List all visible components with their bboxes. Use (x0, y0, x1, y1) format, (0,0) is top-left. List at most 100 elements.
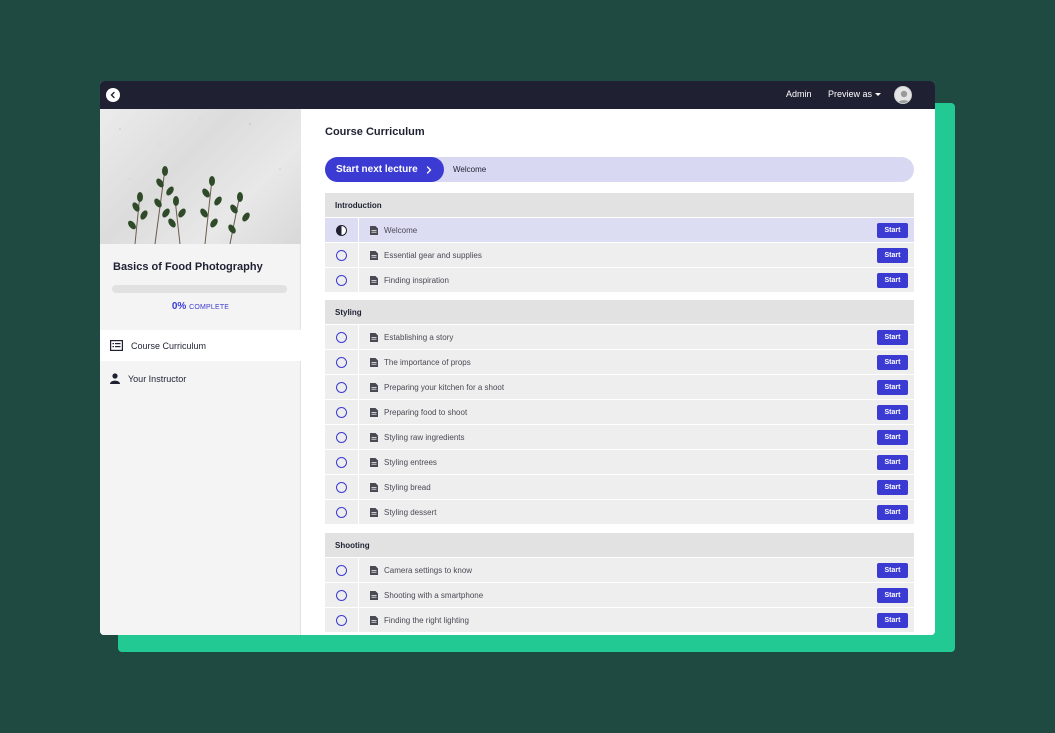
lecture-title: Styling entrees (384, 457, 437, 467)
lecture-title: Camera settings to know (384, 565, 473, 575)
lecture-status (325, 217, 359, 243)
lecture-status (325, 399, 359, 425)
start-lecture-button[interactable]: Start (877, 355, 908, 370)
progress-label: 0% COMPLETE (100, 301, 301, 312)
document-icon (370, 275, 378, 285)
start-lecture-button[interactable]: Start (877, 505, 908, 520)
document-icon (370, 590, 378, 600)
back-button[interactable] (106, 88, 120, 102)
lecture-status (325, 424, 359, 450)
half-circle-icon (336, 224, 347, 236)
chevron-left-icon (110, 91, 115, 99)
user-avatar-icon (897, 90, 911, 103)
progress-complete-word: COMPLETE (189, 304, 230, 311)
lecture-row[interactable]: Styling dessert Start (325, 499, 914, 525)
start-lecture-button[interactable]: Start (877, 613, 908, 628)
circle-icon (336, 564, 347, 576)
lecture-row[interactable]: Preparing food to shoot Start (325, 399, 914, 425)
curriculum-section: Shooting Camera settings to know Start Shoo… (325, 533, 914, 633)
next-lecture-bar: Start next lecture Welcome (325, 157, 914, 182)
document-icon (370, 357, 378, 367)
admin-link[interactable]: Admin (786, 89, 812, 99)
lecture-row[interactable]: The importance of props Start (325, 349, 914, 375)
page-title: Course Curriculum (325, 126, 425, 138)
start-lecture-button[interactable]: Start (877, 330, 908, 345)
circle-icon (336, 506, 347, 518)
lecture-title: Finding the right lighting (384, 615, 469, 625)
start-next-lecture-button[interactable]: Start next lecture (325, 157, 444, 182)
start-lecture-button[interactable]: Start (877, 430, 908, 445)
lecture-title: Establishing a story (384, 332, 454, 342)
lecture-row[interactable]: Camera settings to know Start (325, 557, 914, 583)
app-window: Admin Preview as (100, 81, 935, 635)
lecture-title: Styling dessert (384, 507, 437, 517)
lecture-status (325, 242, 359, 268)
lecture-row[interactable]: Shooting with a smartphone Start (325, 582, 914, 608)
lecture-title: Styling raw ingredients (384, 432, 465, 442)
start-lecture-button[interactable]: Start (877, 588, 908, 603)
lecture-row[interactable]: Preparing your kitchen for a shoot Start (325, 374, 914, 400)
start-lecture-button[interactable]: Start (877, 563, 908, 578)
start-lecture-button[interactable]: Start (877, 273, 908, 288)
circle-icon (336, 274, 347, 286)
list-icon (110, 340, 123, 351)
start-lecture-button[interactable]: Start (877, 248, 908, 263)
document-icon (370, 407, 378, 417)
lecture-status (325, 557, 359, 583)
lecture-status (325, 267, 359, 293)
lecture-row[interactable]: Essential gear and supplies Start (325, 242, 914, 268)
circle-icon (336, 381, 347, 393)
circle-icon (336, 614, 347, 626)
lecture-row[interactable]: Styling entrees Start (325, 449, 914, 475)
lecture-title: Welcome (384, 225, 418, 235)
start-lecture-button[interactable]: Start (877, 480, 908, 495)
caret-down-icon (875, 93, 882, 96)
course-title: Basics of Food Photography (113, 261, 263, 273)
circle-icon (336, 481, 347, 493)
sidebar-item-course-curriculum[interactable]: Course Curriculum (100, 330, 301, 361)
lecture-row[interactable]: Welcome Start (325, 217, 914, 243)
lecture-row[interactable]: Finding the right lighting Start (325, 607, 914, 633)
start-lecture-button[interactable]: Start (877, 223, 908, 238)
document-icon (370, 565, 378, 575)
circle-icon (336, 589, 347, 601)
circle-icon (336, 249, 347, 261)
document-icon (370, 250, 378, 260)
start-lecture-button[interactable]: Start (877, 405, 908, 420)
lecture-title: Styling bread (384, 482, 431, 492)
lecture-row[interactable]: Establishing a story Start (325, 324, 914, 350)
circle-icon (336, 406, 347, 418)
lecture-status (325, 449, 359, 475)
lecture-row[interactable]: Styling raw ingredients Start (325, 424, 914, 450)
document-icon (370, 332, 378, 342)
circle-icon (336, 456, 347, 468)
lecture-row[interactable]: Finding inspiration Start (325, 267, 914, 293)
lecture-row[interactable]: Styling bread Start (325, 474, 914, 500)
start-lecture-button[interactable]: Start (877, 380, 908, 395)
user-icon (110, 373, 120, 384)
avatar[interactable] (894, 86, 912, 104)
sidebar-item-your-instructor[interactable]: Your Instructor (100, 363, 301, 394)
document-icon (370, 507, 378, 517)
sidebar-item-label: Your Instructor (128, 373, 187, 384)
next-lecture-name: Welcome (453, 165, 487, 174)
document-icon (370, 432, 378, 442)
course-image (100, 109, 301, 244)
sidebar: Basics of Food Photography 0% COMPLETE C… (100, 109, 301, 635)
document-icon (370, 382, 378, 392)
preview-as-label: Preview as (828, 89, 873, 99)
circle-icon (336, 431, 347, 443)
top-bar: Admin Preview as (100, 81, 935, 109)
herb-sprigs-image (119, 118, 281, 244)
preview-as-dropdown[interactable]: Preview as (828, 89, 882, 99)
document-icon (370, 615, 378, 625)
progress-bar (112, 285, 287, 293)
curriculum-section: Introduction Welcome Start Essential gear a… (325, 193, 914, 293)
progress-percent: 0% (171, 301, 187, 312)
lecture-title: Shooting with a smartphone (384, 590, 484, 600)
circle-icon (336, 331, 347, 343)
start-lecture-button[interactable]: Start (877, 455, 908, 470)
main-content: Course Curriculum Start next lecture Wel… (301, 109, 935, 635)
section-title: Introduction (325, 193, 914, 217)
lecture-status (325, 349, 359, 375)
